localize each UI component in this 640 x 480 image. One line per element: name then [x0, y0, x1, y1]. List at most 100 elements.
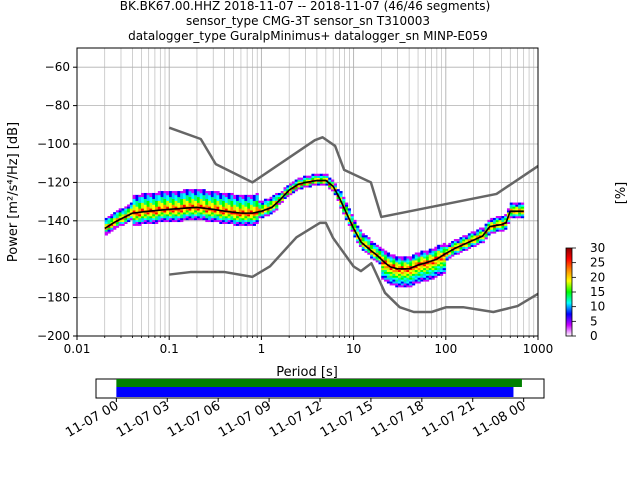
density-cell — [143, 192, 148, 196]
density-cell — [146, 204, 150, 207]
density-cell — [347, 221, 351, 224]
density-cell — [233, 223, 237, 226]
density-cell — [364, 240, 368, 244]
density-cell — [330, 179, 335, 182]
density-cell — [157, 216, 162, 219]
density-cell — [356, 225, 360, 228]
density-cell — [157, 219, 162, 223]
density-cell — [392, 281, 396, 284]
density-cell — [414, 254, 418, 257]
density-cell — [249, 198, 254, 201]
density-cell — [473, 244, 477, 248]
density-cell — [448, 254, 452, 257]
density-cell — [322, 181, 326, 184]
density-cell — [205, 196, 209, 200]
density-cell — [199, 210, 203, 213]
density-cell — [196, 212, 201, 215]
density-cell — [386, 273, 391, 276]
density-cell — [372, 258, 377, 261]
density-cell — [437, 250, 441, 253]
density-cell — [372, 244, 377, 248]
density-cell — [395, 269, 399, 272]
density-cell — [403, 281, 407, 284]
density-cell — [428, 267, 432, 271]
density-cell — [428, 275, 432, 278]
density-cell — [171, 216, 175, 219]
density-cell — [208, 194, 212, 198]
density-cell — [194, 194, 198, 198]
density-cell — [333, 191, 337, 194]
density-cell — [453, 252, 458, 255]
density-cell — [227, 217, 231, 221]
density-cell — [506, 219, 511, 223]
density-cell — [372, 256, 377, 259]
density-cell — [495, 221, 499, 224]
density-cell — [210, 194, 215, 198]
density-cell — [451, 254, 455, 257]
density-cell — [291, 189, 296, 192]
density-cell — [501, 219, 505, 223]
colorbar-label: [%] — [614, 182, 629, 205]
density-cell — [504, 216, 508, 219]
density-cell — [484, 227, 488, 230]
density-cell — [230, 198, 234, 201]
density-cell — [141, 217, 145, 221]
density-cell — [174, 191, 178, 194]
density-cell — [414, 258, 418, 261]
timeline-tick-label: 11-07 15 — [318, 398, 376, 440]
density-cell — [208, 196, 212, 200]
density-cell — [168, 216, 173, 219]
density-cell — [317, 175, 321, 178]
density-cell — [289, 185, 293, 188]
density-cell — [498, 216, 502, 219]
density-cell — [417, 254, 421, 257]
density-cell — [171, 196, 175, 200]
density-cell — [381, 269, 385, 272]
density-cell — [356, 237, 360, 240]
y-tick-label: −200 — [37, 329, 70, 343]
density-cell — [160, 202, 164, 205]
density-cell — [305, 183, 310, 186]
density-cell — [417, 262, 421, 265]
density-cell — [487, 229, 491, 232]
density-cell — [205, 208, 209, 211]
density-cell — [490, 223, 494, 226]
x-axis-label: Period [s] — [276, 365, 338, 380]
density-cell — [241, 198, 245, 201]
density-cell — [428, 254, 432, 257]
density-cell — [395, 285, 399, 288]
density-cell — [202, 208, 206, 211]
density-cell — [115, 223, 120, 226]
density-cell — [208, 216, 212, 219]
density-cell — [470, 242, 474, 246]
density-cell — [439, 260, 444, 263]
density-cell — [342, 212, 346, 215]
density-cell — [520, 208, 525, 211]
y-tick-label: −120 — [37, 175, 70, 189]
density-cell — [180, 217, 184, 221]
density-cell — [403, 265, 407, 269]
density-cell — [213, 214, 217, 217]
density-cell — [434, 273, 438, 276]
density-cell — [132, 217, 136, 221]
density-cell — [431, 258, 435, 261]
density-cell — [409, 273, 413, 276]
density-cell — [263, 214, 268, 217]
density-cell — [202, 210, 206, 213]
density-cell — [277, 200, 282, 203]
density-cell — [428, 265, 432, 269]
density-cell — [294, 183, 298, 186]
density-cell — [222, 198, 226, 201]
density-cell — [498, 225, 502, 228]
density-cell — [146, 216, 150, 219]
density-cell — [213, 194, 217, 198]
density-cell — [199, 192, 203, 196]
density-cell — [222, 221, 226, 224]
density-cell — [384, 258, 388, 261]
density-cell — [434, 265, 438, 269]
density-cell — [442, 258, 446, 261]
density-cell — [459, 250, 463, 253]
x-tick-label: 1000 — [523, 342, 554, 356]
density-cell — [300, 185, 304, 188]
density-cell — [347, 208, 351, 211]
